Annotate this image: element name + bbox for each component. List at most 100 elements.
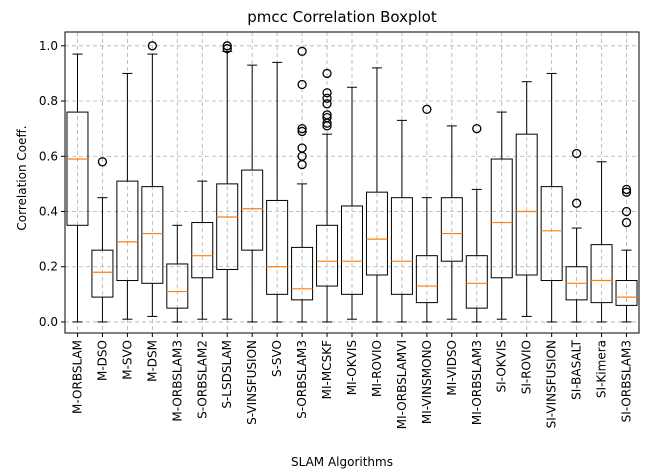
- iqr-box: [365, 191, 388, 276]
- plot-frame: [64, 31, 640, 334]
- box-m-orbslam3: [166, 224, 189, 323]
- box-s-lsdslam: [216, 41, 239, 320]
- iqr-box: [440, 197, 463, 262]
- iqr-box: [490, 158, 513, 279]
- outlier-point: [297, 46, 307, 56]
- iqr-box: [91, 249, 114, 298]
- outlier-point: [297, 79, 307, 90]
- x-tick-label: MI-ORBSLAMVI: [395, 340, 409, 429]
- x-tick-label: S-ORBSLAM2: [195, 340, 209, 419]
- outlier-point: [222, 41, 232, 51]
- x-tick-label: SI-BASALT: [570, 339, 584, 400]
- outlier-point: [571, 148, 582, 159]
- outlier-point: [621, 187, 632, 197]
- iqr-box: [515, 133, 538, 276]
- iqr-box: [615, 280, 638, 306]
- outlier-point: [97, 157, 108, 167]
- box-mi-orbslamvi: [390, 119, 413, 323]
- box-m-dso: [91, 157, 114, 323]
- outlier-point: [621, 217, 632, 228]
- outlier-point: [322, 68, 332, 79]
- x-tick-label: MI-VIDSO: [445, 340, 459, 396]
- x-tick-label: M-DSO: [95, 340, 109, 381]
- x-axis-label: SLAM Algorithms: [291, 455, 393, 469]
- box-mi-mcskf: [316, 68, 339, 323]
- y-tick-label: 0.0: [39, 315, 58, 329]
- x-tick-label: S-ORBSLAM3: [295, 340, 309, 419]
- outlier-point: [322, 93, 332, 103]
- outlier-point: [322, 88, 332, 98]
- x-tick-label: S-LSDSLAM: [220, 340, 234, 409]
- iqr-box: [66, 111, 89, 226]
- chart-title: pmcc Correlation Boxplot: [247, 8, 437, 26]
- x-tick-label: MI-ORBSLAM3: [470, 340, 484, 425]
- outlier-point: [297, 143, 307, 153]
- iqr-box: [241, 169, 264, 251]
- iqr-box: [465, 255, 488, 309]
- box-si-kimera: [590, 161, 613, 323]
- outlier-point: [621, 206, 632, 217]
- box-mi-vidso: [440, 125, 463, 320]
- box-s-vinsfusion: [241, 64, 264, 323]
- iqr-box: [291, 246, 314, 301]
- y-axis-label: Correlation Coeff.: [15, 125, 29, 230]
- box-m-svo: [116, 72, 139, 320]
- box-s-orbslam2: [191, 180, 214, 320]
- x-tick-label: SI-ROVIO: [520, 340, 534, 394]
- box-mi-vinsmono: [415, 104, 438, 323]
- iqr-box: [266, 199, 289, 295]
- x-tick-label: MI-VINSMONO: [420, 340, 434, 424]
- box-si-okvis: [490, 111, 513, 320]
- iqr-box: [590, 244, 613, 304]
- x-tick-label: S-SVO: [270, 340, 284, 377]
- iqr-box: [216, 183, 239, 270]
- outlier-point: [322, 112, 332, 123]
- x-tick-label: SI-VINSFUSION: [545, 340, 559, 428]
- box-mi-rovio: [365, 67, 388, 323]
- iqr-box: [540, 186, 563, 282]
- outlier-point: [571, 198, 582, 208]
- x-axis: M-ORBSLAM M-DSO M-SVO M-DSM M-ORBSLAM3 S-ORBS…: [70, 333, 634, 429]
- outlier-point: [472, 124, 482, 134]
- outlier-point: [422, 104, 432, 114]
- y-tick-label: 0.8: [39, 94, 58, 108]
- box-mi-okvis: [341, 86, 363, 320]
- iqr-box: [116, 180, 139, 282]
- x-tick-label: M-ORBSLAM: [70, 340, 84, 414]
- y-tick-label: 1.0: [39, 39, 58, 53]
- outlier-point: [147, 41, 157, 51]
- x-tick-label: SI-ORBSLAM3: [620, 340, 634, 422]
- x-tick-label: MI-OKVIS: [345, 340, 359, 395]
- box-mi-orbslam3: [465, 124, 488, 323]
- iqr-box: [191, 222, 214, 279]
- x-tick-label: SI-Kimera: [595, 340, 609, 398]
- iqr-box: [341, 205, 363, 295]
- iqr-box: [316, 224, 339, 287]
- x-tick-label: S-VINSFUSION: [245, 340, 259, 425]
- x-tick-label: SI-OKVIS: [495, 340, 509, 393]
- iqr-box: [415, 255, 438, 304]
- y-axis: 0.0 0.2 0.4 0.6 0.8 1.0: [39, 39, 65, 329]
- box-si-orbslam3: [615, 184, 638, 323]
- iqr-box: [390, 197, 413, 295]
- x-tick-label: M-DSM: [145, 340, 159, 382]
- outlier-point: [297, 124, 307, 134]
- iqr-box: [141, 186, 164, 284]
- box-m-orbslam: [66, 53, 89, 323]
- y-tick-label: 0.6: [39, 149, 58, 163]
- box-m-dsm: [141, 41, 164, 317]
- outlier-point: [322, 99, 332, 109]
- x-tick-label: MI-ROVIO: [370, 340, 384, 397]
- box-si-vinsfusion: [540, 72, 563, 323]
- x-tick-label: MI-MCSKF: [320, 340, 334, 399]
- outlier-point: [297, 126, 307, 137]
- box-si-basalt: [565, 148, 588, 323]
- boxes: [66, 41, 638, 323]
- outlier-point: [322, 110, 332, 120]
- y-tick-label: 0.4: [39, 204, 58, 218]
- iqr-box: [166, 263, 189, 309]
- box-s-svo: [266, 61, 289, 323]
- x-tick-label: M-SVO: [120, 340, 134, 380]
- box-si-rovio: [515, 81, 538, 317]
